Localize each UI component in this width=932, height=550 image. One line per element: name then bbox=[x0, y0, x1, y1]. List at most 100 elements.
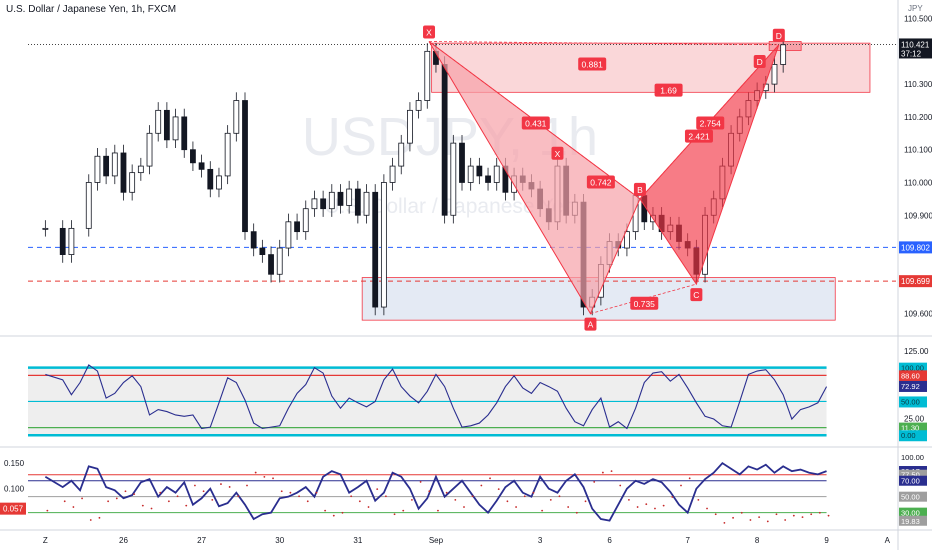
osc2-dot[interactable] bbox=[662, 504, 665, 507]
osc1-value-label[interactable]: 0.00 bbox=[901, 431, 916, 440]
candle-body[interactable] bbox=[268, 254, 274, 275]
osc2-dot[interactable] bbox=[176, 495, 179, 498]
osc2-dot[interactable] bbox=[141, 504, 144, 507]
price-label-box[interactable] bbox=[899, 241, 932, 254]
candle-body[interactable] bbox=[172, 116, 179, 141]
ratio-label[interactable]: 0.742 bbox=[590, 177, 612, 187]
osc2-dot[interactable] bbox=[332, 514, 335, 517]
osc2-dot[interactable] bbox=[202, 490, 205, 493]
osc2-dot[interactable] bbox=[419, 481, 422, 483]
candle-body[interactable] bbox=[485, 175, 491, 183]
osc2-dot[interactable] bbox=[671, 496, 674, 498]
osc2-dot[interactable] bbox=[428, 490, 431, 493]
pattern-point-box[interactable] bbox=[584, 317, 597, 331]
candle-body[interactable] bbox=[372, 191, 379, 308]
osc2-dot[interactable] bbox=[167, 500, 170, 503]
osc2-dot[interactable] bbox=[758, 516, 761, 519]
osc2-dot[interactable] bbox=[792, 514, 795, 517]
osc2-value-label[interactable]: 19.83 bbox=[901, 517, 920, 526]
candle-body[interactable] bbox=[467, 165, 474, 183]
osc2-dot[interactable] bbox=[124, 490, 127, 493]
osc2-dot[interactable] bbox=[98, 516, 101, 519]
ratio-label-box[interactable] bbox=[521, 116, 550, 130]
pattern-ratio-line[interactable] bbox=[590, 283, 697, 314]
osc2-dot[interactable] bbox=[818, 511, 821, 514]
osc2-dot[interactable] bbox=[298, 495, 300, 498]
candle-body[interactable] bbox=[476, 165, 483, 177]
osc2-dot[interactable] bbox=[723, 521, 726, 524]
osc1-value-box[interactable] bbox=[899, 396, 927, 408]
pattern-point-box[interactable] bbox=[551, 146, 564, 160]
osc2-dot[interactable] bbox=[784, 519, 787, 521]
osc2-value-label[interactable]: 70.00 bbox=[901, 477, 920, 486]
ratio-label-box[interactable] bbox=[684, 129, 713, 143]
osc2-dot[interactable] bbox=[489, 477, 491, 480]
price-label-box[interactable] bbox=[899, 275, 932, 288]
osc2-dot[interactable] bbox=[497, 488, 500, 491]
countdown-label[interactable]: 37:12 bbox=[901, 49, 922, 58]
osc2-dot[interactable] bbox=[81, 497, 83, 500]
ratio-label-box[interactable] bbox=[654, 83, 683, 97]
ratio-label[interactable]: 2.754 bbox=[700, 118, 722, 128]
osc2-dot[interactable] bbox=[376, 488, 379, 491]
osc1-value-label[interactable]: 72.92 bbox=[901, 382, 920, 391]
osc2-dot[interactable] bbox=[133, 493, 136, 496]
pattern-point-x[interactable]: X bbox=[555, 149, 561, 159]
candle-body[interactable] bbox=[398, 142, 405, 167]
osc2-dot[interactable] bbox=[411, 498, 413, 501]
osc2-value-label[interactable]: 100.00 bbox=[901, 453, 924, 462]
pattern-point-a[interactable]: A bbox=[588, 320, 594, 330]
pattern-point-box[interactable] bbox=[690, 288, 703, 302]
ratio-label-box[interactable] bbox=[696, 116, 725, 130]
osc2-value-label[interactable]: 30.00 bbox=[901, 509, 920, 518]
osc2-dot[interactable] bbox=[315, 491, 318, 494]
ratio-label-box[interactable] bbox=[578, 57, 607, 71]
ratio-label-box[interactable] bbox=[630, 296, 659, 310]
price-label[interactable]: 109.699 bbox=[901, 277, 930, 286]
osc2-dot[interactable] bbox=[89, 519, 92, 521]
osc2-dot[interactable] bbox=[480, 484, 483, 487]
osc1-value-box[interactable] bbox=[899, 422, 927, 434]
osc2-left-value-label[interactable]: 0.057 bbox=[3, 505, 24, 514]
candle-body[interactable] bbox=[624, 231, 630, 249]
candle-body[interactable] bbox=[120, 152, 127, 193]
candle-body[interactable] bbox=[224, 132, 231, 177]
osc2-dot[interactable] bbox=[463, 506, 465, 508]
osc1-value-label[interactable]: 88.60 bbox=[901, 371, 920, 380]
osc1-series-line[interactable] bbox=[45, 364, 828, 430]
candle-body[interactable] bbox=[103, 155, 110, 177]
candle-body[interactable] bbox=[302, 208, 309, 233]
osc2-dot[interactable] bbox=[63, 500, 66, 503]
candle-body[interactable] bbox=[216, 175, 222, 190]
pattern-point-x[interactable]: X bbox=[426, 28, 432, 38]
candle-body[interactable] bbox=[155, 109, 162, 134]
candle-body[interactable] bbox=[163, 109, 170, 141]
candle-body[interactable] bbox=[85, 182, 92, 229]
osc2-dot[interactable] bbox=[445, 491, 448, 494]
osc2-dot[interactable] bbox=[185, 504, 188, 507]
candle-body[interactable] bbox=[424, 50, 431, 101]
osc2-value-label[interactable]: 50.00 bbox=[901, 493, 920, 502]
osc2-dot[interactable] bbox=[437, 509, 439, 512]
candle-body[interactable] bbox=[68, 227, 75, 255]
osc2-dot[interactable] bbox=[506, 500, 509, 503]
pattern-ratio-line[interactable] bbox=[429, 41, 779, 46]
osc2-dot[interactable] bbox=[159, 491, 162, 494]
osc2-dot[interactable] bbox=[341, 511, 344, 514]
ratio-label[interactable]: 0.735 bbox=[634, 299, 656, 309]
osc2-dot[interactable] bbox=[732, 516, 734, 519]
price-label-box[interactable] bbox=[899, 38, 932, 59]
candle-body[interactable] bbox=[407, 109, 413, 144]
osc2-dot[interactable] bbox=[272, 477, 274, 480]
osc2-dot[interactable] bbox=[541, 509, 544, 512]
osc2-dot[interactable] bbox=[801, 516, 804, 519]
osc2-dot[interactable] bbox=[558, 495, 561, 498]
osc2-dot[interactable] bbox=[471, 495, 474, 498]
osc2-dot[interactable] bbox=[72, 506, 75, 508]
candle-body[interactable] bbox=[276, 247, 283, 275]
osc2-dot[interactable] bbox=[367, 506, 370, 508]
osc2-value-box[interactable] bbox=[899, 507, 927, 518]
osc2-dot[interactable] bbox=[350, 495, 353, 498]
osc2-value-box[interactable] bbox=[899, 491, 927, 502]
candle-body[interactable] bbox=[363, 191, 370, 216]
